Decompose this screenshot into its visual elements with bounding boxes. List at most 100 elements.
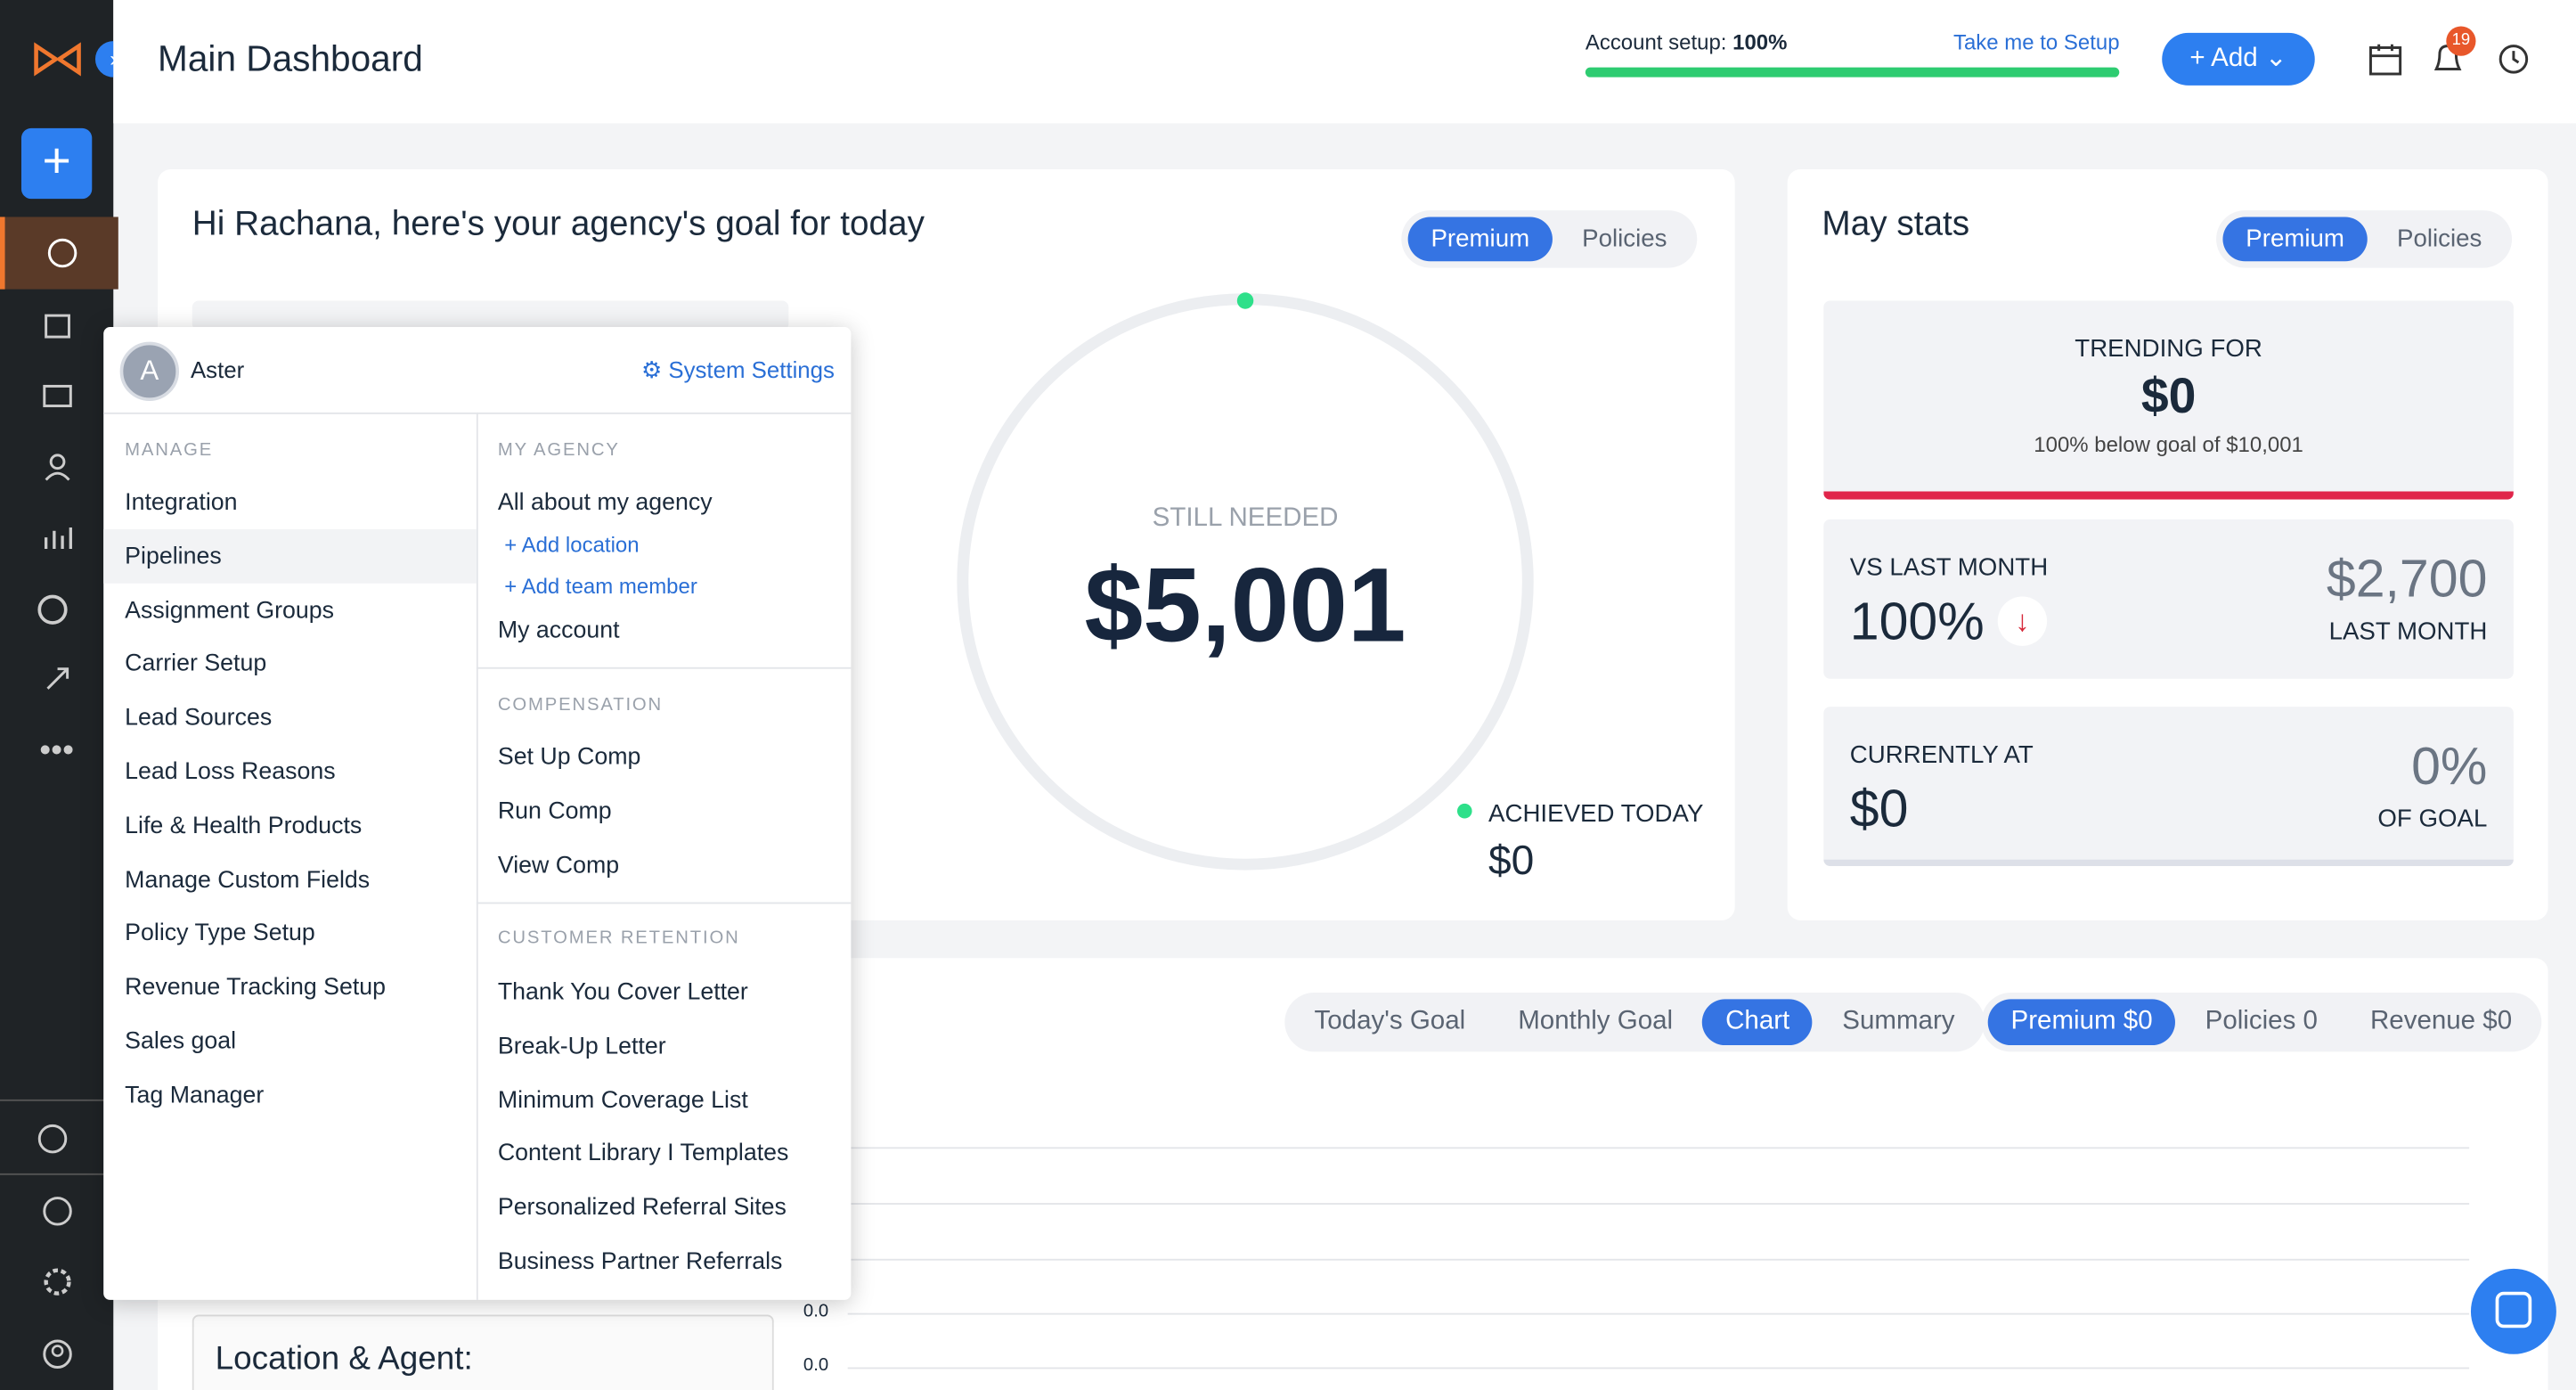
tab[interactable]: Policies (2396, 225, 2482, 254)
divider (0, 1099, 114, 1101)
sidebar: + ••• (0, 0, 118, 1390)
tab[interactable]: Premium (2222, 217, 2368, 262)
grid-line (847, 1203, 2470, 1205)
setup-value: 100% (1732, 29, 1788, 54)
menu-item[interactable]: All about my agency (497, 489, 713, 517)
nav-settings[interactable] (0, 1246, 113, 1318)
current-value: $0 (1849, 779, 1909, 838)
grid-line (847, 1367, 2470, 1370)
tab[interactable]: Monthly Goal (1518, 1007, 1674, 1035)
setup-status: Account setup: 100% (1586, 29, 1788, 54)
stats-title: May stats (1822, 205, 1970, 243)
menu-item[interactable]: Policy Type Setup (125, 920, 315, 948)
create-button[interactable]: + (20, 127, 93, 200)
add-team-label: Add team member (521, 573, 697, 599)
vs-value: 100% (1849, 591, 1985, 651)
setup-label: Account setup: (1585, 29, 1727, 54)
chat-button[interactable] (2470, 1268, 2556, 1354)
user-name: Aster (190, 356, 245, 383)
nav-help[interactable] (0, 1175, 113, 1247)
tab[interactable]: Today's Goal (1314, 1007, 1466, 1035)
add-button[interactable]: + Add ⌄ (2162, 32, 2315, 86)
current-label: CURRENTLY AT (1849, 740, 2034, 770)
menu-item[interactable]: Tag Manager (125, 1083, 265, 1109)
nav-team[interactable] (0, 430, 113, 503)
tab[interactable]: Premium $0 (1987, 999, 2176, 1046)
last-month-value: $2,700 (2326, 549, 2488, 609)
settings-link[interactable]: ⚙ System Settings (641, 356, 835, 383)
nav-launch[interactable] (0, 642, 113, 715)
menu-item[interactable]: Manage Custom Fields (125, 867, 371, 894)
menu-item[interactable]: Content Library I Templates (497, 1141, 789, 1168)
history-icon[interactable] (2496, 41, 2532, 78)
grid-line (847, 1312, 2470, 1315)
calendar-icon[interactable] (2368, 41, 2404, 78)
setup-link[interactable]: Take me to Setup (1952, 29, 2120, 54)
trending-value: $0 (2140, 369, 2197, 424)
menu-item[interactable]: Personalized Referral Sites (497, 1195, 787, 1222)
placeholder (192, 300, 789, 331)
add-label: Add (2211, 44, 2258, 73)
menu-item[interactable]: Pipelines (125, 544, 222, 570)
menu-item[interactable]: Set Up Comp (497, 744, 641, 772)
nav-dashboard[interactable] (0, 217, 118, 290)
y-label: 0.0 (803, 1355, 829, 1376)
notification-badge: 19 (2446, 26, 2476, 56)
location-label: Location & Agent: (215, 1341, 473, 1378)
tab[interactable]: Chart (1702, 999, 1814, 1046)
menu-item[interactable]: Run Comp (497, 797, 612, 825)
menu-item[interactable]: Life & Health Products (125, 813, 363, 840)
tab[interactable]: Policies 0 (2205, 1007, 2318, 1035)
divider (0, 1173, 114, 1175)
stats-card: May stats Premium Policies TRENDING FOR $… (1787, 168, 2548, 920)
goal-pct: 0% (2411, 736, 2488, 796)
nav-tasks[interactable] (0, 290, 113, 362)
comp-heading: COMPENSATION (497, 695, 664, 715)
nav-reports[interactable] (0, 502, 113, 574)
trending-box: TRENDING FOR $0 100% below goal of $10,0… (1823, 300, 2514, 500)
menu-item[interactable]: Carrier Setup (125, 651, 267, 678)
last-month-label: LAST MONTH (2328, 617, 2488, 646)
add-team-member[interactable]: + Add team member (504, 573, 697, 599)
nav-history[interactable] (0, 1101, 113, 1173)
menu-item[interactable]: Sales goal (125, 1028, 237, 1056)
menu-item[interactable]: Break-Up Letter (497, 1033, 666, 1060)
nav-goals[interactable] (0, 572, 113, 644)
trending-label: TRENDING FOR (2075, 335, 2262, 364)
nav-more[interactable]: ••• (39, 732, 74, 769)
menu-item[interactable]: Revenue Tracking Setup (125, 975, 387, 1002)
goal-ring (957, 292, 1534, 871)
settings-label: System Settings (668, 356, 835, 383)
add-location[interactable]: + Add location (504, 532, 640, 558)
hover-row (103, 528, 477, 584)
divider (476, 666, 852, 669)
achieved-value: $0 (1488, 838, 1535, 885)
page-title: Main Dashboard (158, 37, 423, 79)
vs-label: VS LAST MONTH (1849, 553, 2049, 582)
stats-tabs: Premium Policies (2216, 210, 2512, 268)
menu-item[interactable]: View Comp (497, 852, 620, 879)
view-tabs: Today's Goal Monthly Goal Chart Summary (1284, 993, 1985, 1052)
menu-item[interactable]: Lead Loss Reasons (125, 759, 336, 786)
menu-item[interactable]: Assignment Groups (125, 597, 335, 625)
vs-box: VS LAST MONTH 100% ↓ $2,700 LAST MONTH (1823, 519, 2514, 679)
menu-item[interactable]: Lead Sources (125, 705, 273, 732)
menu-item[interactable]: Minimum Coverage List (497, 1087, 748, 1114)
nav-profile[interactable] (0, 1318, 113, 1390)
trending-note: 100% below goal of $10,001 (2034, 432, 2303, 457)
retention-heading: CUSTOMER RETENTION (497, 928, 740, 949)
menu-item[interactable]: Business Partner Referrals (497, 1248, 783, 1276)
location-box: Location & Agent: (192, 1314, 774, 1390)
tab[interactable]: Policies (1582, 225, 1667, 254)
tab[interactable]: Revenue $0 (2369, 1007, 2513, 1035)
menu-item[interactable]: My account (497, 617, 620, 645)
avatar: A (119, 341, 180, 402)
menu-item[interactable]: Integration (125, 489, 238, 517)
current-box: CURRENTLY AT $0 0% OF GOAL (1823, 707, 2514, 866)
nav-contacts[interactable] (0, 360, 113, 432)
tab[interactable]: Summary (1842, 1007, 1955, 1035)
tab[interactable]: Premium (1407, 217, 1553, 262)
menu-item[interactable]: Thank You Cover Letter (497, 979, 748, 1006)
